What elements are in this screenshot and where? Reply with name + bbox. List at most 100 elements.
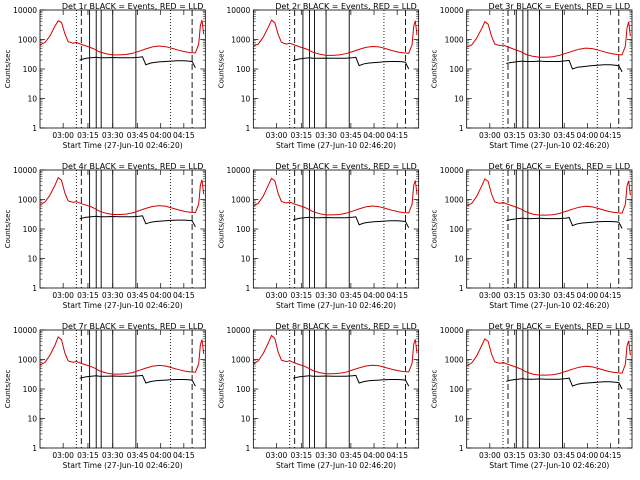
x-tick-label: 03:15	[290, 131, 312, 140]
x-axis-label: Start Time (27-Jun-10 02:46:20)	[63, 141, 183, 150]
y-axis-label: Counts/sec	[217, 210, 225, 249]
y-tick-label: 100	[23, 65, 38, 74]
series-line-lld	[39, 20, 205, 56]
y-tick-label: 1	[246, 124, 251, 133]
x-tick-label: 03:15	[504, 131, 526, 140]
y-tick-label: 10	[241, 255, 251, 264]
x-tick-label: 03:45	[553, 131, 575, 140]
x-tick-label: 04:00	[363, 131, 385, 140]
chart-title: Det 7r BLACK = Events, RED = LLD	[62, 322, 204, 331]
series-line-lld	[39, 336, 205, 375]
chart-title: Det 4r BLACK = Events, RED = LLD	[62, 162, 204, 171]
x-tick-label: 03:15	[290, 451, 312, 460]
y-axis-label: Counts/sec	[4, 210, 12, 249]
x-tick-label: 03:15	[504, 291, 526, 300]
y-tick-label: 1	[459, 444, 464, 453]
series-line-lld	[253, 177, 418, 216]
x-tick-label: 03:15	[77, 451, 99, 460]
series-line-events	[79, 215, 196, 227]
chart-title: Det 8r BLACK = Events, RED = LLD	[275, 322, 417, 331]
x-tick-label: 04:15	[173, 451, 195, 460]
x-tick-label: 03:30	[529, 291, 551, 300]
x-tick-label: 03:00	[52, 291, 74, 300]
x-tick-label: 03:45	[553, 291, 575, 300]
x-tick-label: 03:00	[479, 131, 501, 140]
y-tick-label: 100	[23, 225, 38, 234]
x-tick-label: 04:00	[150, 131, 172, 140]
y-tick-label: 10	[454, 415, 464, 424]
series-line-events	[79, 374, 196, 387]
y-tick-label: 10000	[226, 166, 250, 175]
y-axis-label: Counts/sec	[431, 50, 439, 89]
series-line-events	[292, 374, 410, 387]
y-tick-label: 100	[236, 385, 251, 394]
y-tick-label: 10000	[226, 326, 250, 335]
series-line-events	[79, 56, 196, 69]
x-tick-label: 03:45	[127, 131, 149, 140]
x-tick-label: 04:00	[150, 291, 172, 300]
series-line-lld	[466, 20, 631, 58]
y-axis-label: Counts/sec	[4, 50, 12, 89]
plot-frame	[39, 9, 206, 129]
series-line-events	[506, 59, 623, 73]
y-tick-label: 10	[454, 255, 464, 264]
x-tick-label: 03:00	[266, 451, 288, 460]
plot-frame	[39, 329, 206, 449]
x-tick-label: 04:15	[386, 291, 408, 300]
x-axis-label: Start Time (27-Jun-10 02:46:20)	[489, 301, 609, 310]
plot-frame	[252, 329, 420, 449]
y-tick-label: 10000	[440, 166, 464, 175]
x-axis-label: Start Time (27-Jun-10 02:46:20)	[489, 461, 609, 470]
x-tick-label: 04:00	[577, 451, 599, 460]
x-tick-label: 03:30	[529, 131, 551, 140]
y-axis-label: Counts/sec	[431, 370, 439, 409]
y-axis-label: Counts/sec	[217, 50, 225, 89]
x-tick-label: 04:00	[363, 291, 385, 300]
plot-frame	[39, 169, 206, 289]
y-tick-label: 10	[241, 415, 251, 424]
x-axis-label: Start Time (27-Jun-10 02:46:20)	[489, 141, 609, 150]
y-tick-label: 1000	[231, 36, 250, 45]
y-tick-label: 1	[459, 124, 464, 133]
x-tick-label: 04:00	[150, 451, 172, 460]
x-tick-label: 03:30	[529, 451, 551, 460]
y-tick-label: 1	[246, 284, 251, 293]
y-tick-label: 10000	[440, 6, 464, 15]
y-tick-label: 10	[27, 415, 37, 424]
y-tick-label: 10	[27, 95, 37, 104]
x-axis-label: Start Time (27-Jun-10 02:46:20)	[63, 301, 183, 310]
chart-panel: 1 10 100 1000 10000 03:00 03:15 03:30 03:45 04:00…	[4, 162, 206, 310]
y-tick-label: 100	[449, 225, 464, 234]
x-tick-label: 03:00	[266, 131, 288, 140]
y-tick-label: 1	[32, 284, 37, 293]
y-tick-label: 10	[454, 95, 464, 104]
x-axis-label: Start Time (27-Jun-10 02:46:20)	[63, 461, 183, 470]
series-line-events	[292, 56, 410, 70]
series-line-lld	[253, 334, 418, 375]
y-axis-label: Counts/sec	[4, 370, 12, 409]
y-tick-label: 1000	[18, 36, 37, 45]
y-tick-label: 1	[246, 444, 251, 453]
y-tick-label: 1	[459, 284, 464, 293]
y-tick-label: 10000	[13, 326, 37, 335]
x-tick-label: 04:15	[600, 131, 622, 140]
x-tick-label: 03:15	[77, 291, 99, 300]
y-tick-label: 1000	[231, 196, 250, 205]
plot-frame	[252, 169, 420, 289]
y-tick-label: 1000	[445, 196, 464, 205]
y-tick-label: 100	[449, 65, 464, 74]
x-tick-label: 03:45	[553, 451, 575, 460]
series-line-lld	[466, 178, 631, 216]
chart-title: Det 1r BLACK = Events, RED = LLD	[62, 2, 204, 11]
x-tick-label: 03:30	[102, 131, 124, 140]
x-tick-label: 03:00	[479, 291, 501, 300]
plot-frame	[252, 9, 420, 129]
x-tick-label: 04:15	[173, 131, 195, 140]
x-tick-label: 03:45	[340, 451, 362, 460]
series-line-events	[292, 216, 410, 229]
y-tick-label: 10	[241, 95, 251, 104]
y-tick-label: 1	[32, 444, 37, 453]
y-tick-label: 10000	[226, 6, 250, 15]
chart-title: Det 5r BLACK = Events, RED = LLD	[275, 162, 417, 171]
